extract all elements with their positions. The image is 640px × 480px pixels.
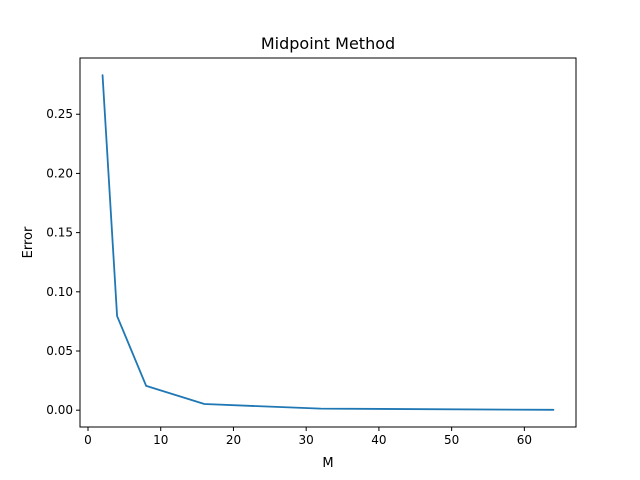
x-tick-label: 30 xyxy=(299,433,314,447)
y-tick-label: 0.00 xyxy=(46,403,73,417)
y-tick-label: 0.10 xyxy=(46,285,73,299)
x-tick-label: 0 xyxy=(84,433,92,447)
axes-frame xyxy=(79,57,577,428)
x-tick-label: 40 xyxy=(371,433,386,447)
y-axis-label: Error xyxy=(21,226,36,258)
x-tick-label: 20 xyxy=(226,433,241,447)
y-tick-label: 0.20 xyxy=(46,166,73,180)
x-tick-label: 50 xyxy=(444,433,459,447)
chart-title: Midpoint Method xyxy=(261,34,395,53)
y-tick-label: 0.25 xyxy=(46,107,73,121)
y-tick-label: 0.15 xyxy=(46,226,73,240)
x-axis-label: M xyxy=(322,456,333,471)
x-tick-label: 10 xyxy=(153,433,168,447)
y-tick-label: 0.05 xyxy=(46,344,73,358)
series-line xyxy=(101,74,555,411)
x-tick-label: 60 xyxy=(517,433,532,447)
plot-area: 0 10 20 30 40 50 60 0.00 0.05 0.10 0.15 0.20 0.25 xyxy=(46,74,555,447)
